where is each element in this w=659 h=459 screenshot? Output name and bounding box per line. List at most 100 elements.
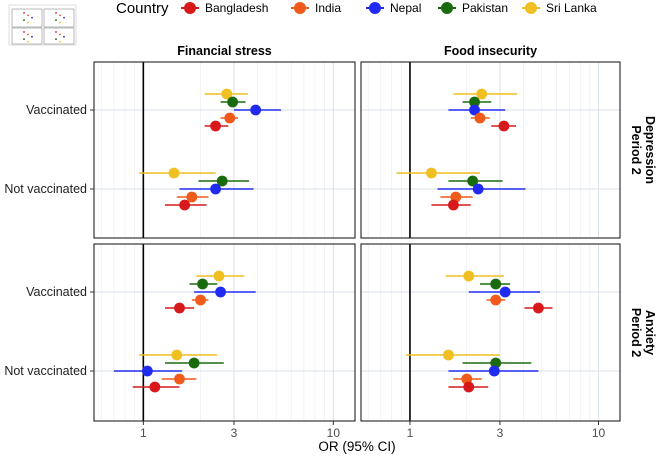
- point-not-vaccinated-nepal: [179, 183, 254, 195]
- or-point: [469, 104, 480, 116]
- panel-background: [361, 244, 620, 421]
- or-point: [472, 183, 484, 195]
- point-vaccinated-sri-lanka: [204, 88, 248, 100]
- x-tick-label: 10: [327, 426, 341, 440]
- point-not-vaccinated-pakistan: [462, 357, 532, 369]
- or-point: [476, 88, 488, 100]
- row-strip-period: Period 2: [629, 308, 643, 357]
- or-point: [490, 278, 502, 290]
- category-label-vaccinated: Vaccinated: [26, 285, 87, 299]
- strip-title-financial-stress: Financial stress: [177, 44, 272, 58]
- legend-dot: [184, 2, 196, 14]
- point-not-vaccinated-nepal: [113, 365, 183, 377]
- panel-food-insecurity-anxiety: [360, 243, 621, 422]
- point-vaccinated-india: [191, 294, 209, 306]
- legend-dot: [294, 2, 306, 14]
- point-not-vaccinated-sri-lanka: [396, 167, 480, 179]
- legend-label: Bangladesh: [205, 1, 268, 15]
- point-vaccinated-india: [220, 112, 239, 124]
- panel-financial-stress-depression: [93, 61, 356, 239]
- point-vaccinated-nepal: [468, 286, 541, 298]
- thumbnail-panel: [43, 8, 75, 28]
- or-point: [210, 120, 221, 132]
- thumbnail-panel: [11, 8, 43, 28]
- x-tick-label: 1: [407, 426, 414, 440]
- row-strip-anxiety: Period 2 Anxiety: [629, 308, 657, 357]
- category-label-not-vaccinated: Not vaccinated: [4, 364, 87, 378]
- legend-item-india: India: [291, 1, 341, 15]
- point-vaccinated-sri-lanka: [445, 270, 504, 282]
- panel-border: [360, 243, 621, 422]
- or-point: [488, 365, 500, 377]
- x-tick-label: 10: [592, 426, 606, 440]
- panel-financial-stress-anxiety: [93, 243, 356, 422]
- panel-food-insecurity-depression: [360, 61, 621, 239]
- point-vaccinated-pakistan: [462, 96, 492, 108]
- x-tick-label: 3: [497, 426, 504, 440]
- point-vaccinated-pakistan: [220, 96, 246, 108]
- legend-item-bangladesh: Bangladesh: [181, 1, 268, 15]
- or-point: [179, 199, 191, 211]
- or-point: [499, 286, 511, 298]
- axes: Vaccinated Not vaccinated Vaccinated Not va…: [4, 103, 657, 454]
- legend-title: Country: [116, 0, 169, 17]
- point-vaccinated-bangladesh: [204, 120, 229, 132]
- point-not-vaccinated-pakistan: [164, 357, 224, 369]
- point-not-vaccinated-bangladesh: [132, 381, 180, 393]
- row-strip-depression: Period 2 Depression: [629, 116, 657, 184]
- x-tick-label: 1: [140, 426, 147, 440]
- or-point: [210, 183, 221, 195]
- point-vaccinated-sri-lanka: [453, 88, 518, 100]
- x-axis-title: OR (95% CI): [318, 439, 395, 454]
- legend-label: Sri Lanka: [546, 1, 597, 15]
- point-not-vaccinated-nepal: [448, 365, 539, 377]
- or-point: [498, 120, 510, 132]
- panel-background: [94, 244, 355, 421]
- legend-item-pakistan: Pakistan: [438, 1, 508, 15]
- thumbnail-inset: [8, 4, 77, 46]
- or-point: [490, 357, 502, 369]
- or-point: [224, 112, 236, 124]
- legend-item-nepal: Nepal: [366, 1, 421, 15]
- or-point: [448, 199, 459, 211]
- panel-border: [93, 243, 356, 422]
- or-point: [149, 381, 161, 393]
- point-vaccinated-pakistan: [189, 278, 218, 290]
- or-point: [174, 373, 185, 385]
- point-not-vaccinated-sri-lanka: [139, 349, 218, 361]
- or-point: [469, 96, 480, 108]
- x-tick-label: 3: [231, 426, 238, 440]
- or-point: [533, 302, 544, 314]
- legend-dot: [525, 2, 537, 14]
- point-vaccinated-bangladesh: [491, 120, 516, 132]
- or-point: [141, 365, 153, 377]
- or-point: [227, 96, 239, 108]
- or-point: [188, 357, 200, 369]
- point-not-vaccinated-india: [176, 191, 209, 203]
- legend-label: Pakistan: [462, 1, 508, 15]
- point-not-vaccinated-india: [161, 373, 197, 385]
- or-point: [216, 175, 228, 187]
- legend-label: Nepal: [390, 1, 421, 15]
- or-point: [213, 270, 225, 282]
- point-vaccinated-bangladesh: [524, 302, 553, 314]
- or-point: [467, 175, 479, 187]
- or-point: [186, 191, 198, 203]
- thumbnail-panel: [11, 27, 43, 45]
- thumbnail-panel: [43, 27, 75, 45]
- point-not-vaccinated-bangladesh: [431, 199, 471, 211]
- or-point: [474, 112, 486, 124]
- or-point: [195, 294, 206, 306]
- legend-dot: [369, 2, 381, 14]
- legend-item-sri-lanka: Sri Lanka: [522, 1, 597, 15]
- point-not-vaccinated-bangladesh: [448, 381, 489, 393]
- point-vaccinated-nepal: [233, 104, 281, 116]
- or-point: [426, 167, 437, 179]
- legend: Country Bangladesh India Nepal Pakistan Sri L…: [116, 0, 597, 17]
- point-vaccinated-nepal: [448, 104, 506, 116]
- strip-titles: Financial stress Food insecurity: [177, 44, 537, 58]
- category-label-vaccinated: Vaccinated: [26, 103, 87, 117]
- or-point: [443, 349, 454, 361]
